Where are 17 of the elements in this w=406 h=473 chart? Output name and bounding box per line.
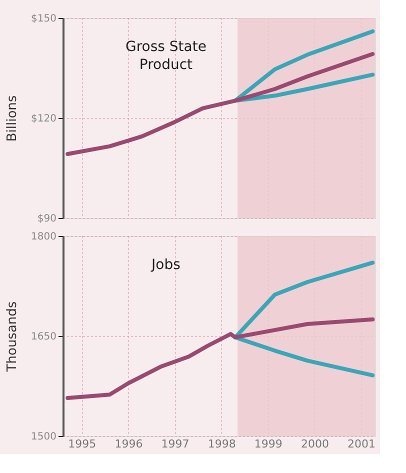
x-tick-label: 1997 <box>161 438 190 450</box>
y-tick-label: 1500 <box>31 432 56 442</box>
x-tick-label: 1998 <box>208 438 236 450</box>
x-tick-label: 2000 <box>300 438 329 450</box>
y-axis-title: Billions <box>5 95 20 142</box>
x-tick-label: 1995 <box>68 438 96 450</box>
y-tick-label: 1650 <box>31 332 56 342</box>
y-tick-label: $90 <box>37 214 56 224</box>
x-tick-label: 1996 <box>114 438 143 450</box>
y-tick-label: $120 <box>31 114 56 124</box>
y-tick-label: $150 <box>31 14 56 24</box>
y-tick-label: 1800 <box>31 232 56 242</box>
text: Jobs <box>150 257 180 273</box>
text: Gross State Product <box>125 39 206 73</box>
x-tick-label: 1999 <box>254 438 282 450</box>
x-tick-label: 2001 <box>348 438 376 450</box>
y-axis-title: Thousands <box>5 301 20 373</box>
